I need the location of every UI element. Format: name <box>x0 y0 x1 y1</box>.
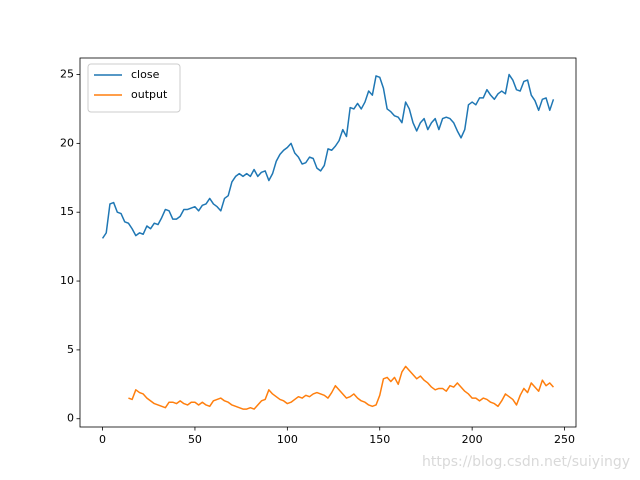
plot-frame <box>79 57 577 428</box>
x-tick-label: 150 <box>369 433 390 446</box>
x-tick-label: 50 <box>188 433 202 446</box>
y-tick-label: 15 <box>60 205 74 218</box>
x-tick-label: 100 <box>277 433 298 446</box>
legend-box <box>87 63 181 113</box>
watermark: https://blog.csdn.net/suiyingy <box>422 454 630 470</box>
legend: close output <box>87 63 181 113</box>
y-tick-label: 10 <box>60 274 74 287</box>
x-tick-label: 250 <box>554 433 575 446</box>
x-tick-label: 200 <box>462 433 483 446</box>
y-tick-label: 25 <box>60 68 74 81</box>
series-line <box>101 73 555 239</box>
legend-label: output <box>131 88 168 101</box>
y-tick-label: 5 <box>67 343 74 356</box>
series-line <box>128 365 555 410</box>
y-tick-label: 0 <box>67 412 74 425</box>
y-tick-label: 20 <box>60 136 74 149</box>
legend-label: close <box>131 68 160 81</box>
x-tick-label: 0 <box>99 433 106 446</box>
